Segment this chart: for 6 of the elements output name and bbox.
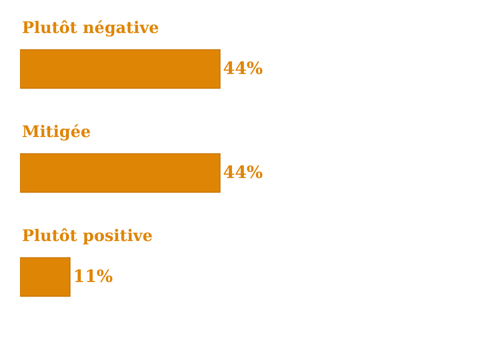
y-tick-label: Mitigée [22, 122, 91, 141]
y-tick-label: Plutôt négative [22, 18, 160, 37]
data-label: 44% [223, 163, 263, 183]
data-label: 11% [73, 267, 113, 287]
y-tick-label: Plutôt positive [22, 226, 153, 245]
data-label: 44% [223, 59, 263, 79]
